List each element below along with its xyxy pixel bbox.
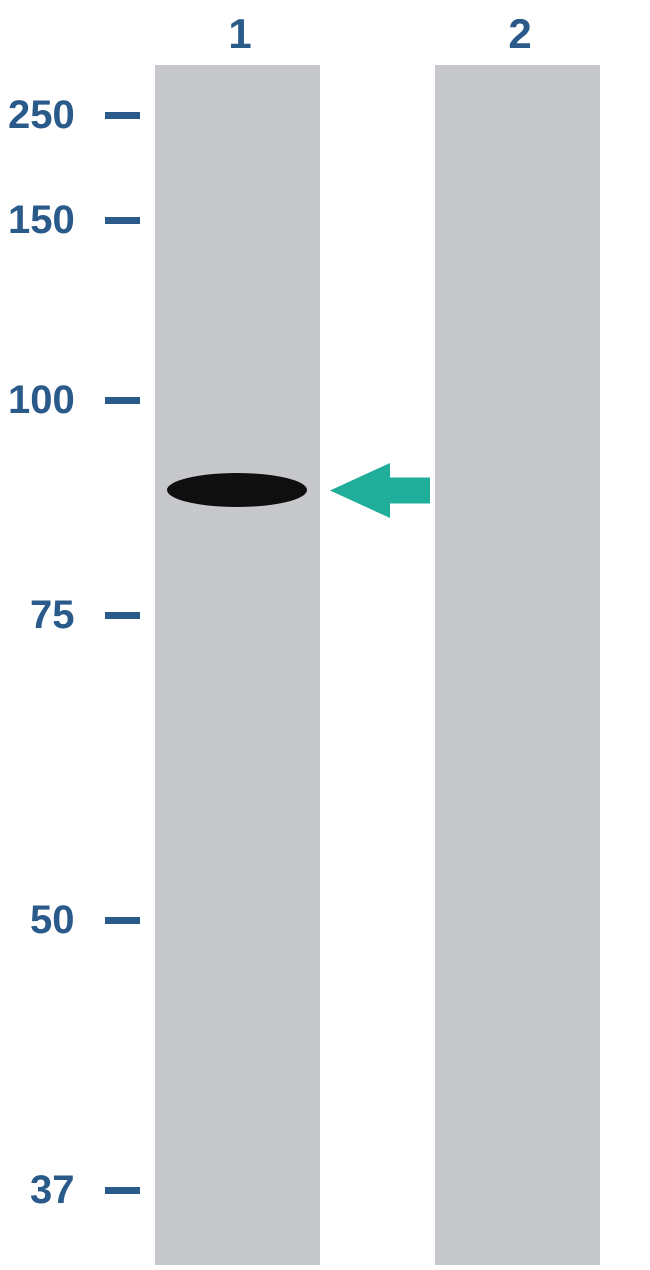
marker-label-37: 37	[30, 1168, 75, 1213]
marker-label-100: 100	[8, 378, 75, 423]
protein-band-lane1	[167, 473, 307, 507]
marker-label-75: 75	[30, 593, 75, 638]
marker-tick-75	[105, 612, 140, 619]
marker-tick-150	[105, 217, 140, 224]
marker-tick-50	[105, 917, 140, 924]
marker-tick-100	[105, 397, 140, 404]
blot-lane-2	[435, 65, 600, 1265]
marker-label-150: 150	[8, 198, 75, 243]
marker-label-50: 50	[30, 898, 75, 943]
lane-label-2: 2	[500, 10, 540, 58]
band-pointer-arrow-icon	[330, 463, 430, 518]
marker-label-250: 250	[8, 93, 75, 138]
blot-lane-1	[155, 65, 320, 1265]
lane-label-1: 1	[220, 10, 260, 58]
marker-tick-37	[105, 1187, 140, 1194]
marker-tick-250	[105, 112, 140, 119]
